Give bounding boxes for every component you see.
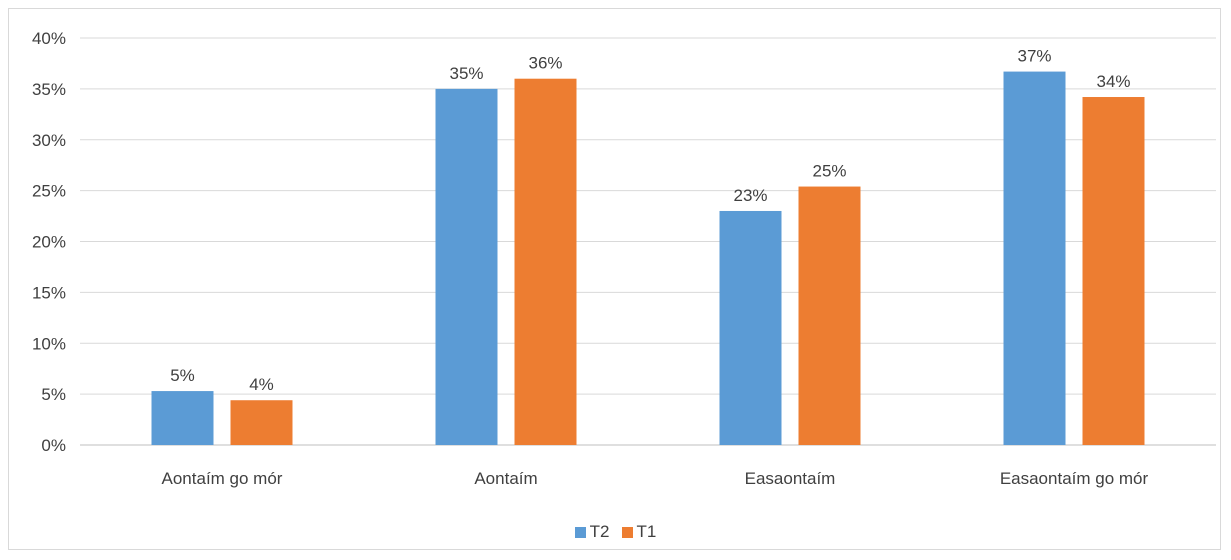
legend-swatch-series-1 [574, 526, 586, 538]
bar-t1-1[interactable] [230, 400, 293, 445]
bar-t2-1[interactable] [151, 391, 214, 445]
data-label: 4% [249, 375, 274, 394]
data-labels: 5% 4% 35% 36% 23% 25% 37% 34% [170, 47, 1130, 395]
legend-item-series-2[interactable]: T1 [621, 522, 657, 542]
y-tick-label: 20% [32, 233, 66, 252]
data-label: 36% [528, 54, 562, 73]
data-label: 34% [1096, 72, 1130, 91]
bars [151, 71, 1145, 445]
y-tick-label: 40% [32, 29, 66, 48]
data-label: 37% [1017, 47, 1051, 66]
y-tick-label: 35% [32, 80, 66, 99]
y-tick-label: 25% [32, 182, 66, 201]
data-label: 5% [170, 366, 195, 385]
legend-label-series-2: T1 [636, 522, 657, 541]
bar-chart: 0% 5% 10% 15% 20% 25% 30% 35% 40% 5% 4% 35% 36% 23% 2… [32, 29, 1216, 488]
data-label: 23% [733, 186, 767, 205]
data-label: 25% [812, 162, 846, 181]
legend-item-series-1[interactable]: T2 [574, 522, 610, 542]
y-tick-label: 30% [32, 131, 66, 150]
x-tick-label: Aontaím [474, 469, 537, 488]
x-axis-labels: Aontaím go mór Aontaím Easaontaím Easaontaí… [162, 469, 1149, 488]
y-tick-label: 0% [41, 436, 66, 455]
legend: T2 T1 [0, 520, 1231, 544]
y-axis-labels: 0% 5% 10% 15% 20% 25% 30% 35% 40% [32, 29, 66, 455]
bar-t1-3[interactable] [798, 186, 861, 445]
bar-t1-2[interactable] [514, 78, 577, 445]
x-tick-label: Easaontaím [745, 469, 836, 488]
y-tick-label: 10% [32, 334, 66, 353]
bar-t2-4[interactable] [1003, 71, 1066, 445]
x-tick-label: Easaontaím go mór [1000, 469, 1149, 488]
y-tick-label: 5% [41, 385, 66, 404]
bar-t2-2[interactable] [435, 88, 498, 445]
x-tick-label: Aontaím go mór [162, 469, 283, 488]
bar-t1-4[interactable] [1082, 97, 1145, 445]
legend-label-series-1: T2 [589, 522, 610, 541]
bar-t2-3[interactable] [719, 210, 782, 445]
y-tick-label: 15% [32, 283, 66, 302]
data-label: 35% [449, 64, 483, 83]
legend-swatch-series-2 [621, 526, 633, 538]
